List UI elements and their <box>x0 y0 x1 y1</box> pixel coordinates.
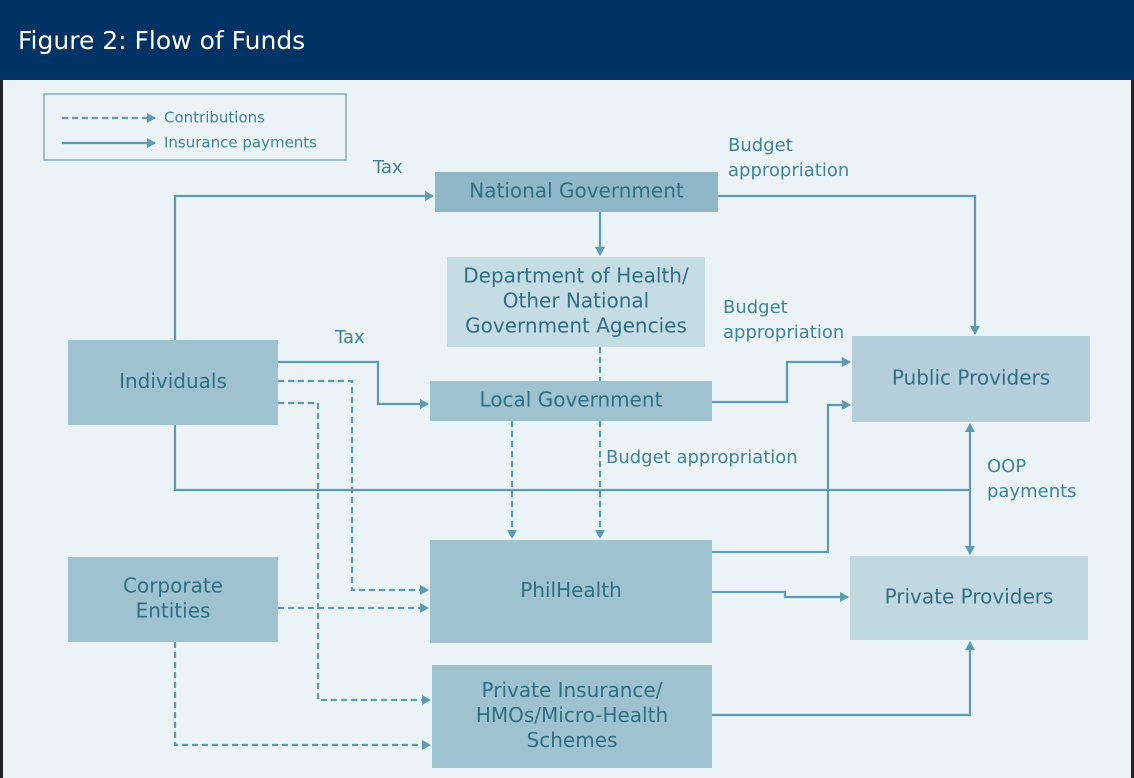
edge-labels: Tax Budget appropriation Tax Budget appropria… <box>334 135 1077 502</box>
node-label: Private Providers <box>885 585 1054 609</box>
node-label: HMOs/Micro-Health <box>476 703 668 727</box>
legend: Contributions Insurance payments <box>43 93 347 161</box>
arrow <box>712 357 851 404</box>
edge-label: Budget <box>723 297 788 318</box>
dashed-arrow <box>278 401 431 705</box>
node-label: Government Agencies <box>465 314 687 338</box>
arrow <box>718 194 980 335</box>
edge-label: Tax <box>372 157 403 178</box>
node-box <box>447 257 705 347</box>
edge-label: Tax <box>334 327 365 348</box>
edge-label: appropriation <box>723 322 844 343</box>
node-label: Entities <box>136 599 211 623</box>
node-label: Individuals <box>119 369 227 393</box>
node-label: Corporate <box>123 574 223 598</box>
edge-label: Budget appropriation <box>606 447 798 468</box>
node-box <box>432 665 712 768</box>
node-box <box>68 557 278 642</box>
node-label: National Government <box>469 179 684 203</box>
arrow <box>712 400 851 554</box>
arrow <box>173 191 434 340</box>
node-box <box>430 540 712 643</box>
node-label: Schemes <box>527 728 618 752</box>
node-box <box>68 340 278 425</box>
node-label: Local Government <box>480 388 663 412</box>
edge-label: Budget <box>728 135 793 156</box>
edge-label: payments <box>987 481 1077 502</box>
nodes: National Government Department of Health/… <box>68 172 1090 768</box>
arrow <box>278 360 429 409</box>
node-label: Other National <box>503 289 649 313</box>
dashed-arrow <box>173 642 431 750</box>
header-title: Figure 2: Flow of Funds <box>18 26 305 55</box>
arrow <box>712 641 975 717</box>
node-box <box>850 556 1088 640</box>
legend-box <box>43 93 347 161</box>
legend-label: Insurance payments <box>164 134 317 152</box>
node-box <box>852 336 1090 422</box>
connectors <box>173 191 980 750</box>
node-label: PhilHealth <box>520 578 622 602</box>
line <box>173 425 970 492</box>
node-label: Public Providers <box>892 366 1050 390</box>
node-label: Private Insurance/ <box>482 678 663 702</box>
header-bar <box>0 0 1134 80</box>
edge-label: OOP <box>987 456 1026 477</box>
node-box <box>430 381 712 421</box>
node-label: Department of Health/ <box>463 264 689 288</box>
legend-label: Contributions <box>164 109 265 127</box>
node-box <box>435 172 718 212</box>
dashed-arrow <box>278 379 429 595</box>
edge-label: appropriation <box>728 160 849 181</box>
arrow <box>712 590 849 602</box>
